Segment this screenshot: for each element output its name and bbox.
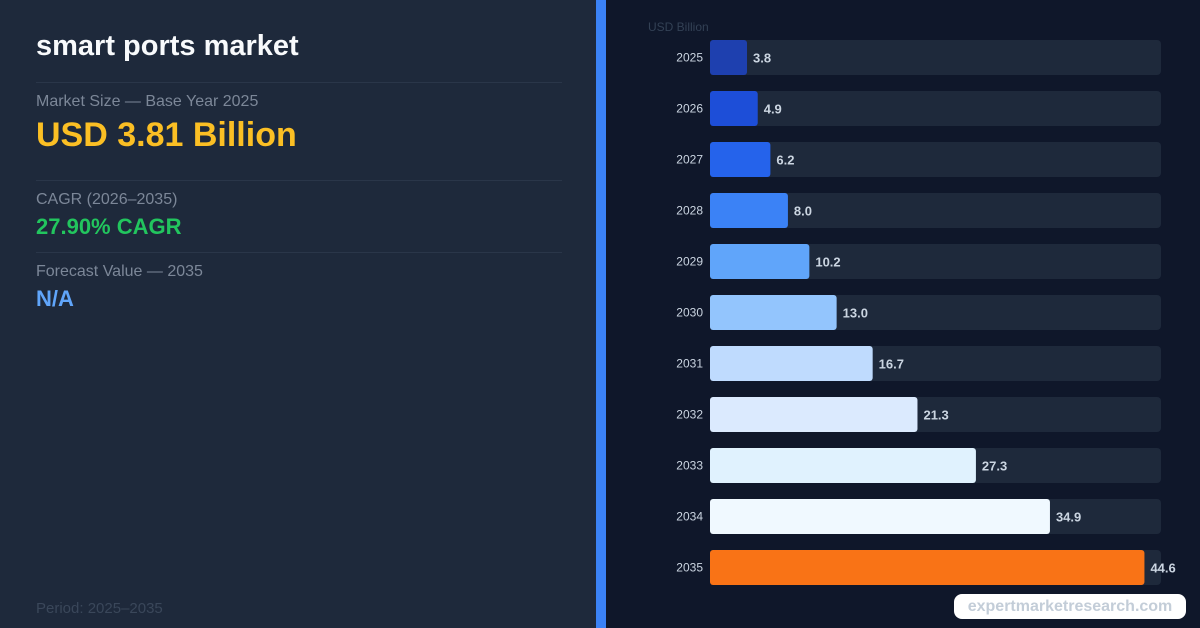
page-title: smart ports market: [36, 30, 299, 62]
data-label: 27.3: [982, 459, 1007, 474]
bar-2035: [710, 550, 1145, 585]
data-label: 13.0: [843, 306, 868, 321]
category-label: 2025: [676, 51, 703, 65]
category-label: 2028: [676, 204, 703, 218]
bar-2025: [710, 40, 748, 75]
period-label: Period: 2025–2035: [36, 600, 163, 617]
bar-2027: [710, 142, 771, 177]
category-label: 2026: [676, 102, 703, 116]
data-label: 34.9: [1056, 510, 1081, 525]
market-size-label: Market Size — Base Year 2025: [36, 93, 259, 110]
data-label: 3.8: [753, 51, 771, 66]
data-label: 4.9: [764, 102, 782, 117]
bar-2032: [710, 397, 918, 432]
market-size-value: USD 3.81 Billion: [36, 116, 297, 154]
bar-2033: [710, 448, 976, 483]
divider-line: [36, 180, 562, 181]
watermark: expertmarketresearch.com: [954, 594, 1186, 619]
accent-divider: [596, 0, 606, 628]
bar-track: [710, 40, 1161, 75]
unit-label: USD Billion: [648, 20, 709, 34]
cagr-value: 27.90% CAGR: [36, 214, 182, 239]
summary-panel: smart ports market Market Size — Base Ye…: [0, 0, 596, 628]
bar-2026: [710, 91, 758, 126]
bar-2031: [710, 346, 873, 381]
category-label: 2032: [676, 408, 703, 422]
data-label: 10.2: [815, 255, 840, 270]
bar-chart: 2025 3.8 2026 4.9 2027 6.2 2028 8.0 2029 10.2 2030…: [676, 40, 1176, 585]
data-label: 44.6: [1150, 561, 1175, 576]
category-label: 2031: [676, 357, 703, 371]
divider-line: [36, 252, 562, 253]
category-label: 2029: [676, 255, 703, 269]
bar-track: [710, 91, 1161, 126]
divider-line: [36, 82, 562, 83]
category-label: 2027: [676, 153, 703, 167]
data-label: 16.7: [879, 357, 904, 372]
category-label: 2035: [676, 561, 703, 575]
forecast-value: N/A: [36, 286, 74, 311]
bar-track: [710, 244, 1161, 279]
bar-track: [710, 193, 1161, 228]
bar-2029: [710, 244, 810, 279]
category-label: 2030: [676, 306, 703, 320]
data-label: 6.2: [776, 153, 794, 168]
data-label: 21.3: [923, 408, 948, 423]
category-label: 2034: [676, 510, 703, 524]
bar-2034: [710, 499, 1050, 534]
bar-2030: [710, 295, 837, 330]
cagr-label: CAGR (2026–2035): [36, 191, 178, 208]
bar-track: [710, 142, 1161, 177]
forecast-label: Forecast Value — 2035: [36, 263, 203, 280]
category-label: 2033: [676, 459, 703, 473]
data-label: 8.0: [794, 204, 812, 219]
bar-2028: [710, 193, 788, 228]
